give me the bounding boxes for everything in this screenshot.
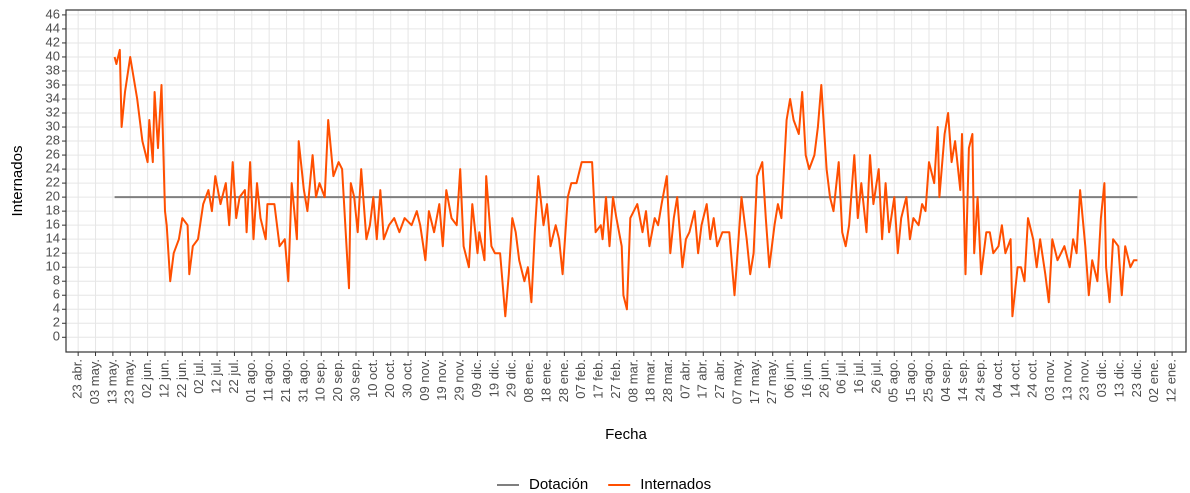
x-tick-label: 07 may. (729, 359, 744, 404)
y-tick-label: 16 (46, 217, 60, 232)
x-tick-label: 27 feb. (608, 359, 623, 399)
x-tick-label: 23 dic. (1129, 359, 1144, 397)
x-tick-label: 24 oct. (1025, 359, 1040, 398)
x-tick-label: 16 jul. (851, 359, 866, 394)
x-tick-label: 19 nov. (434, 359, 449, 401)
y-tick-label: 12 (46, 245, 60, 260)
y-tick-label: 44 (46, 20, 60, 35)
x-tick-label: 17 may. (747, 359, 762, 404)
y-tick-label: 46 (46, 6, 60, 21)
x-tick-label: 25 ago. (920, 359, 935, 402)
y-tick-label: 40 (46, 48, 60, 63)
x-axis-title: Fecha (605, 426, 647, 443)
x-tick-label: 08 mar. (625, 359, 640, 402)
y-tick-label: 0 (53, 329, 60, 344)
y-tick-label: 6 (53, 287, 60, 302)
x-tick-label: 23 nov. (1077, 359, 1092, 401)
y-tick-label: 36 (46, 76, 60, 91)
x-tick-label: 24 sep. (973, 359, 988, 402)
x-tick-label: 02 ene. (1146, 359, 1161, 402)
y-tick-label: 22 (46, 175, 60, 190)
y-tick-label: 42 (46, 34, 60, 49)
legend-label: Internados (640, 476, 711, 493)
x-tick-label: 03 may. (87, 359, 102, 404)
x-tick-label: 29 dic. (504, 359, 519, 397)
x-tick-label: 02 jul. (191, 359, 206, 394)
x-tick-label: 07 abr. (677, 359, 692, 399)
y-tick-label: 10 (46, 259, 60, 274)
x-tick-label: 15 ago. (903, 359, 918, 402)
x-tick-label: 09 nov. (417, 359, 432, 401)
x-tick-label: 23 abr. (70, 359, 85, 399)
y-tick-label: 4 (53, 301, 60, 316)
x-tick-label: 06 jun. (782, 359, 797, 398)
x-tick-label: 10 sep. (313, 359, 328, 402)
x-tick-label: 01 ago. (243, 359, 258, 402)
x-tick-label: 23 may. (122, 359, 137, 404)
x-tick-label: 28 ene. (556, 359, 571, 402)
x-tick-label: 20 oct. (382, 359, 397, 398)
legend-label: Dotación (529, 476, 588, 493)
x-tick-label: 10 oct. (365, 359, 380, 398)
y-tick-label: 26 (46, 147, 60, 162)
x-tick-label: 31 ago. (295, 359, 310, 402)
x-tick-label: 20 sep. (330, 359, 345, 402)
y-tick-label: 30 (46, 118, 60, 133)
y-tick-label: 20 (46, 189, 60, 204)
x-tick-label: 06 jul. (834, 359, 849, 394)
y-tick-label: 2 (53, 315, 60, 330)
y-tick-label: 38 (46, 62, 60, 77)
x-tick-label: 07 feb. (573, 359, 588, 399)
x-tick-label: 13 dic. (1111, 359, 1126, 397)
x-tick-label: 05 ago. (886, 359, 901, 402)
x-tick-label: 12 jun. (156, 359, 171, 398)
x-tick-label: 26 jul. (868, 359, 883, 394)
x-tick-label: 13 nov. (1059, 359, 1074, 401)
x-tick-label: 11 ago. (261, 359, 276, 401)
x-tick-label: 29 nov. (452, 359, 467, 401)
x-tick-label: 30 oct. (400, 359, 415, 398)
y-tick-label: 34 (46, 90, 60, 105)
x-tick-label: 16 jun. (799, 359, 814, 398)
x-tick-label: 18 mar. (643, 359, 658, 402)
x-tick-label: 02 jun. (139, 359, 154, 398)
y-tick-label: 18 (46, 203, 60, 218)
x-tick-label: 22 jun. (174, 359, 189, 398)
x-tick-label: 17 abr. (695, 359, 710, 399)
x-tick-label: 09 dic. (469, 359, 484, 397)
x-tick-label: 14 sep. (955, 359, 970, 402)
x-tick-label: 19 dic. (486, 359, 501, 397)
y-tick-label: 24 (46, 161, 60, 176)
x-tick-label: 27 abr. (712, 359, 727, 399)
x-tick-label: 13 may. (104, 359, 119, 404)
marks (113, 48, 1138, 318)
x-tick-label: 12 ene. (1164, 359, 1179, 402)
y-tick-label: 28 (46, 132, 60, 147)
x-tick-label: 03 dic. (1094, 359, 1109, 397)
plot-border (65, 9, 1187, 353)
series-line (113, 48, 1138, 318)
x-tick-label: 17 feb. (591, 359, 606, 399)
y-tick-label: 14 (46, 231, 60, 246)
y-tick-label: 32 (46, 104, 60, 119)
x-tick-label: 12 jul. (209, 359, 224, 394)
y-axis-title: Internados (9, 146, 26, 217)
x-tick-label: 04 sep. (938, 359, 953, 402)
x-tick-label: 03 nov. (1042, 359, 1057, 401)
x-tick-label: 30 sep. (347, 359, 362, 402)
x-tick-label: 04 oct. (990, 359, 1005, 398)
x-tick-label: 21 ago. (278, 359, 293, 402)
x-tick-label: 28 mar. (660, 359, 675, 402)
x-tick-label: 18 ene. (538, 359, 553, 402)
x-tick-label: 08 ene. (521, 359, 536, 402)
y-tick-label: 8 (53, 273, 60, 288)
x-tick-label: 27 may. (764, 359, 779, 404)
x-tick-label: 14 oct. (1007, 359, 1022, 398)
x-tick-label: 26 jun. (816, 359, 831, 398)
x-tick-label: 22 jul. (226, 359, 241, 394)
legend: Dotación Internados (497, 476, 711, 493)
